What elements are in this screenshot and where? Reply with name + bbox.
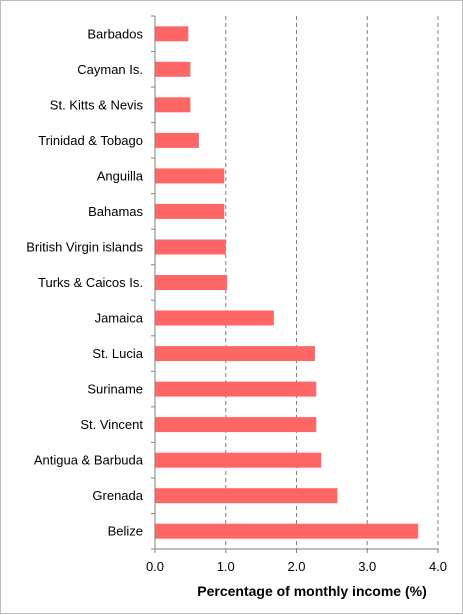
category-label-4: Anguilla (97, 168, 144, 183)
category-label-8: Jamaica (95, 311, 144, 326)
category-label-5: Bahamas (88, 204, 143, 219)
category-label-10: Suriname (87, 382, 143, 397)
category-label-11: St. Vincent (80, 417, 143, 432)
x-tick-label-2: 2.0 (287, 559, 305, 574)
labels: 0.0 1.0 2.0 3.0 4.0 Barbados Cayman Is. St. Kit… (26, 26, 447, 574)
x-tick-label-1: 1.0 (217, 559, 235, 574)
bar-7 (155, 275, 228, 290)
category-label-14: Belize (108, 524, 143, 539)
x-tick-label-3: 3.0 (358, 559, 376, 574)
bar-9 (155, 346, 315, 362)
category-label-2: St. Kitts & Nevis (50, 97, 144, 112)
category-label-3: Trinidad & Tobago (38, 133, 143, 148)
gridlines (225, 16, 439, 549)
bar-10 (155, 381, 317, 397)
bars (155, 26, 419, 539)
bar-2 (155, 97, 191, 113)
bar-8 (155, 310, 274, 326)
category-label-9: St. Lucia (92, 346, 143, 361)
category-label-6: British Virgin islands (26, 240, 143, 255)
bar-0 (155, 26, 189, 42)
bar-12 (155, 452, 322, 468)
bar-13 (155, 488, 338, 504)
category-label-7: Turks & Caicos Is. (38, 275, 143, 290)
bar-14 (155, 523, 419, 539)
category-label-13: Grenada (92, 488, 143, 503)
x-axis-title: Percentage of monthly income (%) (197, 583, 426, 599)
axes (151, 15, 439, 553)
bar-3 (155, 132, 199, 148)
category-label-1: Cayman Is. (77, 62, 143, 77)
bar-11 (155, 417, 317, 433)
bar-5 (155, 203, 225, 219)
bar-6 (155, 239, 226, 255)
bar-1 (155, 61, 191, 77)
category-label-0: Barbados (87, 26, 143, 41)
bar-4 (155, 168, 225, 184)
category-label-12: Antigua & Barbuda (34, 453, 144, 468)
x-tick-label-0: 0.0 (146, 559, 164, 574)
x-tick-label-4: 4.0 (429, 559, 447, 574)
